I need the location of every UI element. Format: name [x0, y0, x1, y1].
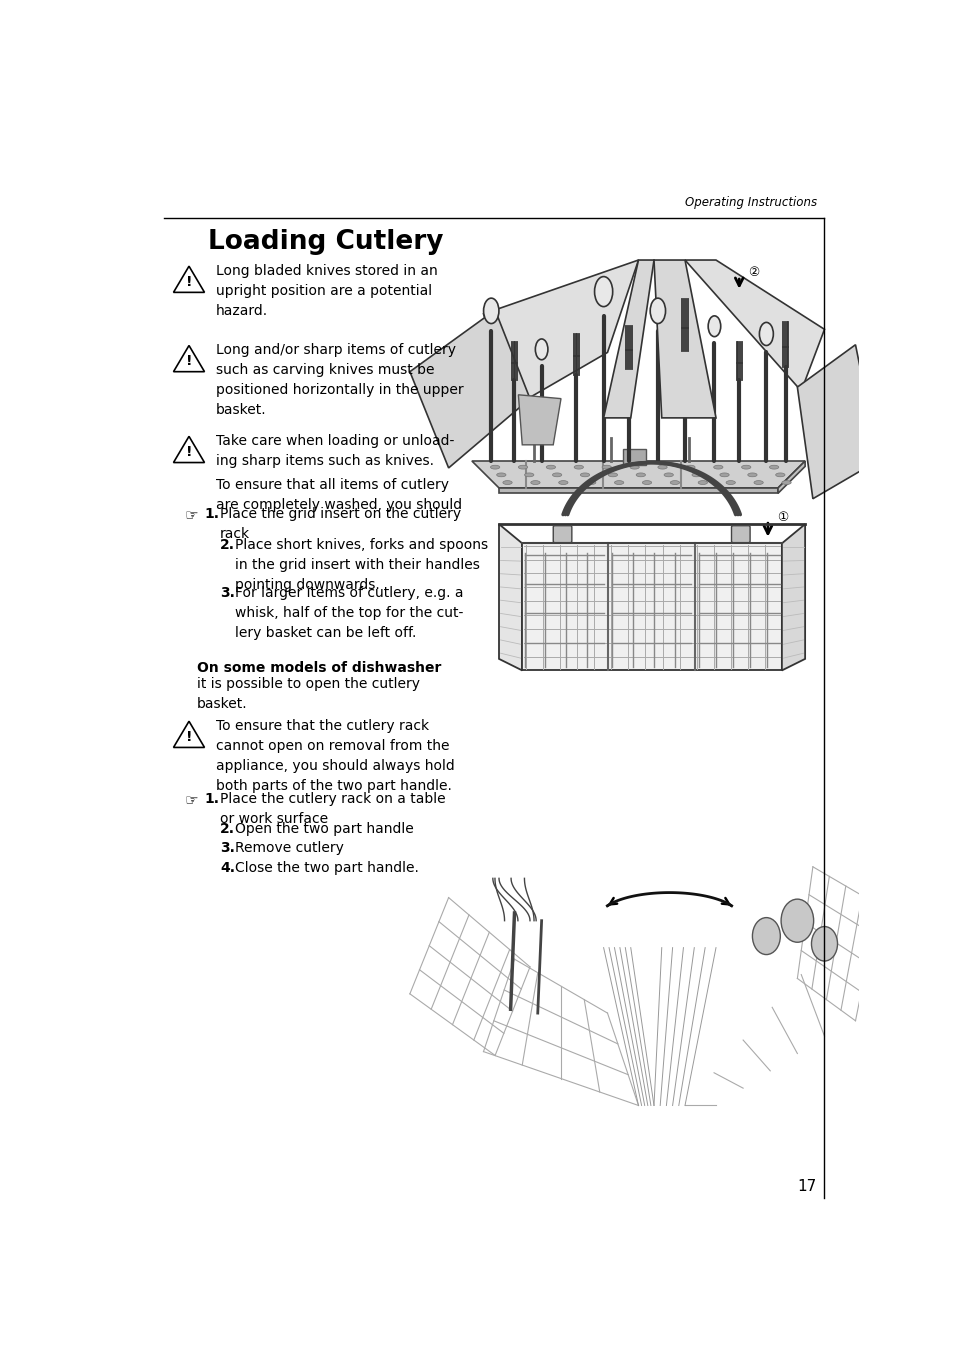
Polygon shape — [797, 345, 878, 499]
Polygon shape — [603, 260, 654, 418]
Text: !: ! — [186, 274, 193, 288]
Text: !: ! — [186, 730, 193, 744]
Ellipse shape — [752, 918, 780, 955]
Text: Open the two part handle: Open the two part handle — [235, 822, 414, 836]
Text: Take care when loading or unload-
ing sharp items such as knives.: Take care when loading or unload- ing sh… — [216, 434, 454, 468]
Polygon shape — [472, 461, 804, 488]
Ellipse shape — [747, 473, 757, 477]
Ellipse shape — [713, 465, 722, 469]
Text: ☞: ☞ — [184, 508, 198, 523]
Ellipse shape — [685, 465, 695, 469]
Text: Long bladed knives stored in an
upright position are a potential
hazard.: Long bladed knives stored in an upright … — [216, 264, 437, 318]
Ellipse shape — [670, 480, 679, 484]
Ellipse shape — [759, 322, 773, 346]
Text: Place the cutlery rack on a table
or work surface: Place the cutlery rack on a table or wor… — [220, 792, 445, 826]
Ellipse shape — [517, 465, 527, 469]
Text: it is possible to open the cutlery
basket.: it is possible to open the cutlery baske… — [196, 676, 419, 711]
Ellipse shape — [608, 473, 617, 477]
Polygon shape — [521, 544, 781, 671]
Ellipse shape — [707, 316, 720, 337]
Text: !: ! — [186, 354, 193, 368]
Ellipse shape — [698, 480, 707, 484]
Ellipse shape — [535, 339, 547, 360]
Text: ②: ② — [748, 266, 759, 279]
Ellipse shape — [781, 899, 813, 942]
Ellipse shape — [558, 480, 567, 484]
FancyBboxPatch shape — [553, 526, 571, 542]
Ellipse shape — [552, 473, 561, 477]
Polygon shape — [498, 488, 778, 493]
Text: 1.: 1. — [204, 792, 219, 806]
FancyBboxPatch shape — [622, 449, 645, 465]
Polygon shape — [781, 525, 804, 671]
Text: 2.: 2. — [220, 822, 234, 836]
Text: Place the grid insert on the cutlery
rack: Place the grid insert on the cutlery rac… — [220, 507, 460, 541]
Text: Loading Cutlery: Loading Cutlery — [208, 228, 443, 254]
Ellipse shape — [725, 480, 735, 484]
Ellipse shape — [524, 473, 534, 477]
Text: Operating Instructions: Operating Instructions — [684, 196, 816, 208]
Ellipse shape — [579, 473, 589, 477]
Text: On some models of dishwasher: On some models of dishwasher — [196, 661, 440, 675]
Ellipse shape — [781, 480, 790, 484]
Text: Long and/or sharp items of cutlery
such as carving knives must be
positioned hor: Long and/or sharp items of cutlery such … — [216, 343, 463, 418]
Polygon shape — [410, 310, 530, 468]
Text: 3.: 3. — [220, 841, 234, 856]
Text: To ensure that all items of cutlery
are completely washed, you should: To ensure that all items of cutlery are … — [216, 479, 462, 512]
Ellipse shape — [530, 480, 539, 484]
Ellipse shape — [574, 465, 583, 469]
Ellipse shape — [740, 465, 750, 469]
Ellipse shape — [775, 473, 784, 477]
Polygon shape — [483, 260, 638, 407]
Ellipse shape — [502, 480, 512, 484]
Ellipse shape — [614, 480, 623, 484]
Polygon shape — [517, 395, 560, 445]
Ellipse shape — [811, 926, 837, 961]
Text: ①: ① — [777, 511, 787, 525]
Ellipse shape — [546, 465, 555, 469]
Text: Remove cutlery: Remove cutlery — [235, 841, 344, 856]
Text: 4.: 4. — [220, 861, 234, 875]
Ellipse shape — [601, 465, 611, 469]
Ellipse shape — [636, 473, 645, 477]
Polygon shape — [498, 525, 521, 671]
Text: Place short knives, forks and spoons
in the grid insert with their handles
point: Place short knives, forks and spoons in … — [235, 538, 488, 592]
Ellipse shape — [691, 473, 700, 477]
Text: For larger items of cutlery, e.g. a
whisk, half of the top for the cut-
lery bas: For larger items of cutlery, e.g. a whis… — [235, 585, 463, 639]
Ellipse shape — [663, 473, 673, 477]
Text: ☞: ☞ — [184, 794, 198, 808]
Ellipse shape — [490, 465, 499, 469]
Ellipse shape — [658, 465, 666, 469]
Text: 1.: 1. — [204, 507, 219, 522]
Ellipse shape — [769, 465, 778, 469]
Ellipse shape — [629, 465, 639, 469]
Ellipse shape — [641, 480, 651, 484]
FancyBboxPatch shape — [731, 526, 749, 542]
Ellipse shape — [720, 473, 728, 477]
Ellipse shape — [483, 299, 498, 323]
Text: 3.: 3. — [220, 585, 234, 600]
Text: 2.: 2. — [220, 538, 234, 552]
Text: To ensure that the cutlery rack
cannot open on removal from the
appliance, you s: To ensure that the cutlery rack cannot o… — [216, 719, 455, 794]
Ellipse shape — [497, 473, 505, 477]
Ellipse shape — [594, 277, 612, 307]
Ellipse shape — [586, 480, 596, 484]
Polygon shape — [654, 260, 716, 418]
Text: !: ! — [186, 445, 193, 458]
Polygon shape — [778, 461, 804, 493]
Ellipse shape — [753, 480, 762, 484]
Polygon shape — [684, 260, 823, 391]
Text: Close the two part handle.: Close the two part handle. — [235, 861, 419, 875]
Ellipse shape — [650, 299, 665, 323]
Text: 17: 17 — [797, 1179, 816, 1194]
